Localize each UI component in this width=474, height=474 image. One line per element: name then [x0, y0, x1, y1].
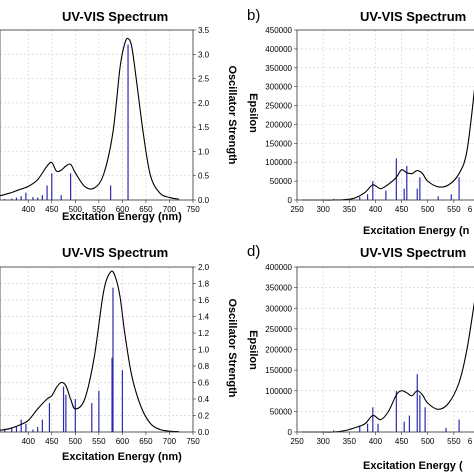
y-tick-label: 50000	[270, 177, 293, 186]
x-axis-label: Excitation Energy (n	[363, 225, 470, 237]
y-tick-label: 150000	[265, 366, 292, 375]
plot-frame	[296, 29, 474, 201]
plot-frame	[0, 29, 194, 201]
plot-area	[0, 30, 193, 200]
x-tick-label: 750	[186, 437, 200, 446]
y-tick-label: 300000	[265, 304, 292, 313]
y-tick-label: 1.4	[198, 313, 210, 322]
chart-panel-4: UV-VIS Spectrum d) 250 300 350 400 450 500 550 6 0…	[247, 243, 474, 472]
y-tick-label: 1.2	[198, 329, 210, 338]
y-tick-label: 350000	[265, 64, 292, 73]
x-tick-label: 650	[139, 437, 153, 446]
plot-frame	[296, 266, 474, 433]
x-tick-label: 750	[186, 205, 200, 214]
plot-frame	[0, 266, 194, 433]
y-tick-label: 0.2	[198, 412, 210, 421]
x-tick-label: 250	[290, 205, 304, 214]
y-tick-label: 1.0	[198, 346, 210, 355]
y-tick-label: 250000	[265, 325, 292, 334]
panel-letter: b)	[247, 7, 260, 24]
y-tick-label: 450000	[265, 26, 292, 35]
x-tick-label: 700	[163, 205, 177, 214]
chart-panel-2: UV-VIS Spectrum b) 250 300 350 400 450 500 550 6 0…	[247, 7, 474, 237]
x-tick-label: 250	[290, 437, 304, 446]
x-tick-label: 600	[116, 437, 130, 446]
y-axis-label: Epsilon	[247, 93, 259, 133]
x-tick-label: 400	[369, 205, 383, 214]
x-tick-label: 550	[92, 437, 106, 446]
x-tick-label: 400	[369, 437, 383, 446]
x-axis-label: Excitation Energy (	[363, 460, 463, 472]
x-tick-label: 400	[22, 205, 36, 214]
x-tick-label: 550	[447, 437, 461, 446]
x-tick-label: 350	[343, 437, 357, 446]
y-tick-label: 1.8	[198, 280, 210, 289]
spectrum-curve	[0, 270, 179, 433]
y-tick-label: 300000	[265, 83, 292, 92]
y2-axis-label: Oscillator Strength	[226, 298, 238, 397]
x-tick-label: 450	[395, 205, 409, 214]
y-tick-label: 3.0	[198, 50, 210, 59]
y-tick-label: 1.6	[198, 296, 210, 305]
chart-title: UV-VIS Spectrum	[62, 9, 168, 24]
x-tick-label: 650	[139, 205, 153, 214]
x-axis-label: Excitation Energy (nm)	[62, 211, 182, 223]
x-axis-label: Excitation Energy (nm)	[62, 451, 182, 463]
y-tick-label: 250000	[265, 102, 292, 111]
x-tick-label: 600	[116, 205, 130, 214]
x-tick-label: 500	[69, 205, 83, 214]
y-tick-label: 350000	[265, 284, 292, 293]
x-tick-label: 500	[421, 205, 435, 214]
chart-title: UV-VIS Spectrum	[360, 245, 466, 260]
x-tick-label: 550	[92, 205, 106, 214]
y-tick-label: 1.5	[198, 123, 210, 132]
y-axis-label: Epsilon	[247, 330, 259, 370]
x-tick-label: 300	[316, 437, 330, 446]
y-tick-label: 150000	[265, 139, 292, 148]
spectrum-curve	[0, 37, 179, 200]
y-tick-label: 200000	[265, 346, 292, 355]
y-tick-label: 2.0	[198, 263, 210, 272]
y-tick-label: 0.0	[198, 196, 210, 205]
spectrum-curve	[302, 301, 474, 433]
y-tick-label: 200000	[265, 120, 292, 129]
y-tick-label: 0.4	[198, 395, 210, 404]
y-tick-label: 1.0	[198, 147, 210, 156]
y-tick-label: 3.5	[198, 26, 210, 35]
x-tick-label: 450	[45, 437, 59, 446]
x-tick-label: 6	[468, 437, 473, 446]
y-tick-label: 100000	[265, 387, 292, 396]
y-tick-label: 2.5	[198, 75, 210, 84]
y-tick-label: 0.8	[198, 362, 210, 371]
y2-axis-label: Oscillator Strength	[226, 65, 238, 164]
chart-title: UV-VIS Spectrum	[360, 9, 466, 24]
x-tick-label: 550	[447, 205, 461, 214]
y-tick-label: 2.0	[198, 99, 210, 108]
x-tick-label: 500	[421, 437, 435, 446]
plot-area	[297, 30, 474, 200]
y-tick-label: 0.5	[198, 172, 210, 181]
chart-title: UV-VIS Spectrum	[62, 245, 168, 260]
y-tick-label: 50000	[270, 407, 293, 416]
y-tick-label: 100000	[265, 158, 292, 167]
x-tick-label: 350	[343, 205, 357, 214]
x-tick-label: 700	[163, 437, 177, 446]
x-tick-label: 6	[468, 205, 473, 214]
y-tick-label: 0.0	[198, 428, 210, 437]
x-tick-label: 400	[22, 437, 36, 446]
y-tick-label: 0.6	[198, 379, 210, 388]
x-tick-label: 450	[45, 205, 59, 214]
panel-letter: d)	[247, 243, 260, 260]
x-tick-label: 300	[316, 205, 330, 214]
y-tick-label: 400000	[265, 45, 292, 54]
y-tick-label: 0	[288, 428, 293, 437]
x-tick-label: 500	[69, 437, 83, 446]
x-tick-label: 450	[395, 437, 409, 446]
y-tick-label: 400000	[265, 263, 292, 272]
y-tick-label: 0	[288, 196, 293, 205]
